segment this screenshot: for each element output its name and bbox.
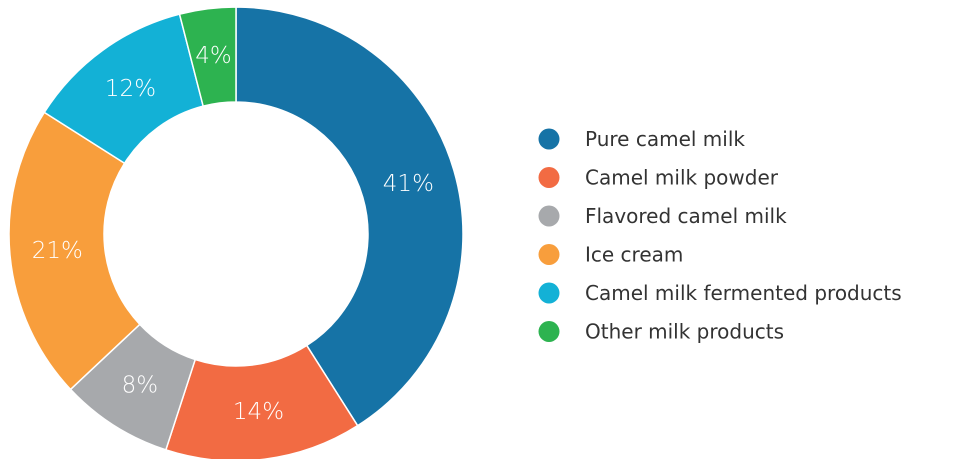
legend-label-pure-camel-milk: Pure camel milk bbox=[585, 127, 745, 151]
slice-ice-cream bbox=[8, 111, 141, 391]
legend-swatch-pure-camel-milk bbox=[538, 128, 560, 150]
legend-label-ice-cream: Ice cream bbox=[585, 243, 683, 267]
donut-slice-labels: 41% 14% 8% 21% 12% 4% bbox=[32, 43, 434, 425]
slice-pure-camel-milk bbox=[235, 6, 464, 427]
legend-swatch-camel-milk-powder bbox=[538, 167, 560, 188]
slice-label-camel-milk-powder: 14% bbox=[233, 399, 284, 425]
slice-label-pure-camel-milk: 41% bbox=[383, 171, 434, 197]
legend-swatch-flavored-camel-milk bbox=[538, 205, 560, 227]
slice-label-camel-milk-fermented-products: 12% bbox=[105, 76, 156, 102]
chart-legend: Pure camel milk Camel milk powder Flavored… bbox=[538, 127, 902, 344]
slice-label-flavored-camel-milk: 8% bbox=[122, 373, 159, 399]
slice-label-other-milk-products: 4% bbox=[195, 43, 232, 69]
donut-slices bbox=[8, 6, 464, 459]
legend-label-flavored-camel-milk: Flavored camel milk bbox=[585, 204, 787, 228]
slice-label-ice-cream: 21% bbox=[32, 238, 83, 264]
slice-other-milk-products bbox=[178, 6, 237, 108]
legend-swatch-ice-cream bbox=[538, 244, 560, 265]
legend-swatch-other-milk-products bbox=[538, 321, 560, 342]
legend-label-other-milk-products: Other milk products bbox=[585, 320, 784, 344]
legend-label-camel-milk-powder: Camel milk powder bbox=[585, 166, 779, 190]
legend-swatch-camel-milk-fermented-products bbox=[538, 282, 560, 304]
legend-label-camel-milk-fermented-products: Camel milk fermented products bbox=[585, 281, 902, 305]
